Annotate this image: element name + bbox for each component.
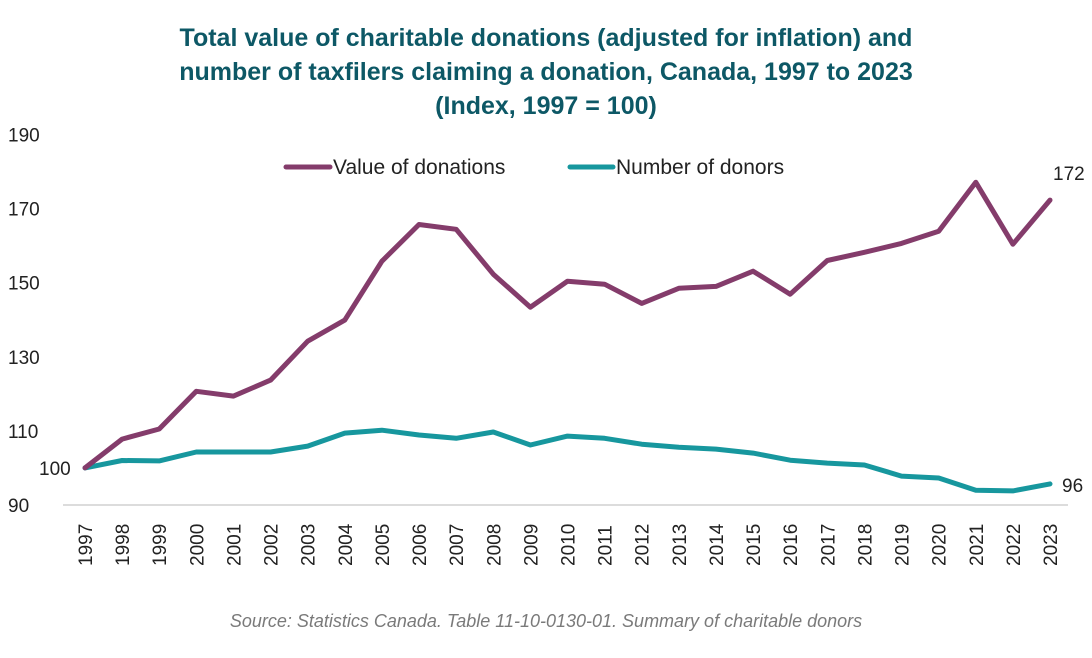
x-tick-label: 2007 [447,524,468,566]
x-tick-label: 2002 [262,524,283,566]
y-tick-label: 170 [8,200,40,221]
x-tick-label: 2011 [596,525,617,566]
x-tick-label: 2022 [1004,524,1025,566]
chart-title-line-1: Total value of charitable donations (adj… [180,24,913,52]
x-tick-label: 2021 [967,524,988,566]
x-tick-label: 2003 [299,524,320,566]
x-tick-label: 1997 [76,524,97,566]
x-tick-label: 2018 [855,524,876,566]
y-tick-label: 90 [8,496,29,517]
x-tick-label: 2001 [224,524,245,566]
y-tick-label: 110 [8,422,38,443]
series-line-number-of-donors [82,427,1053,494]
x-tick-label: 2014 [707,523,728,566]
x-tick-label: 1998 [113,524,134,566]
x-tick-label: 2008 [484,524,505,566]
source-note: Source: Statistics Canada. Table 11-10-0… [230,611,862,631]
x-tick-label: 2006 [410,524,431,566]
x-tick-label: 2005 [373,524,394,566]
x-tick-label: 2017 [818,524,839,566]
data-label: 172 [1053,164,1085,185]
legend-label-number-of-donors: Number of donors [616,156,784,179]
y-tick-label: 130 [8,348,40,369]
data-label: 100 [39,459,71,480]
chart-title-line-2: number of taxfilers claiming a donation,… [179,58,913,86]
x-tick-label: 1999 [150,524,171,566]
y-tick-label: 190 [8,126,40,147]
x-tick-label: 2004 [336,523,357,566]
x-tick-label: 2012 [633,524,654,566]
chart-title-line-3: (Index, 1997 = 100) [435,92,657,120]
x-tick-label: 2019 [893,524,914,566]
x-tick-label: 2010 [559,524,580,566]
legend: Value of donations Number of donors [283,156,784,179]
legend-label-value-of-donations: Value of donations [333,156,505,179]
x-tick-label: 2016 [781,524,802,566]
x-tick-label: 2000 [187,524,208,566]
y-tick-label: 150 [8,274,40,295]
x-tick-label: 2023 [1041,524,1062,566]
x-tick-label: 2020 [930,524,951,566]
data-label: 96 [1062,476,1083,497]
x-tick-label: 2013 [670,524,691,566]
x-tick-label: 2009 [521,524,542,566]
x-tick-label: 2015 [744,524,765,566]
series-line-value-of-donations [82,179,1053,471]
